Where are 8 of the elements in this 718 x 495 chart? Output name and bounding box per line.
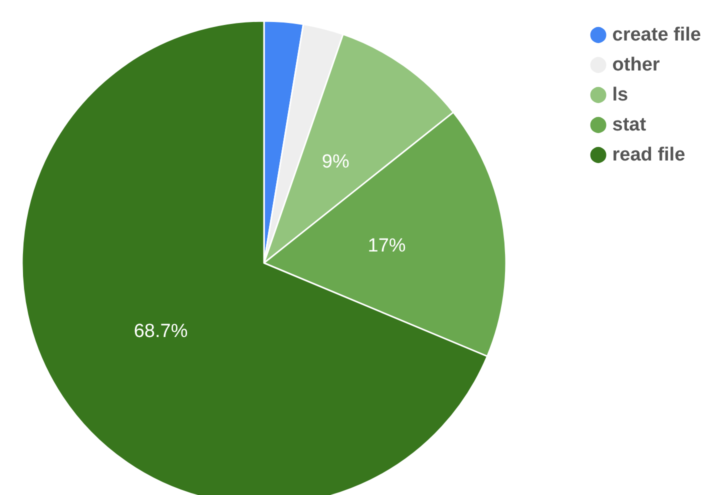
legend-label: ls bbox=[612, 84, 628, 106]
legend-label: read file bbox=[612, 144, 686, 166]
data-label: 17% bbox=[368, 235, 406, 256]
legend-label: create file bbox=[612, 24, 702, 46]
data-label: 68.7% bbox=[134, 321, 188, 342]
data-label: 9% bbox=[322, 151, 350, 172]
legend-label: stat bbox=[612, 114, 647, 136]
legend-label: other bbox=[612, 54, 660, 76]
